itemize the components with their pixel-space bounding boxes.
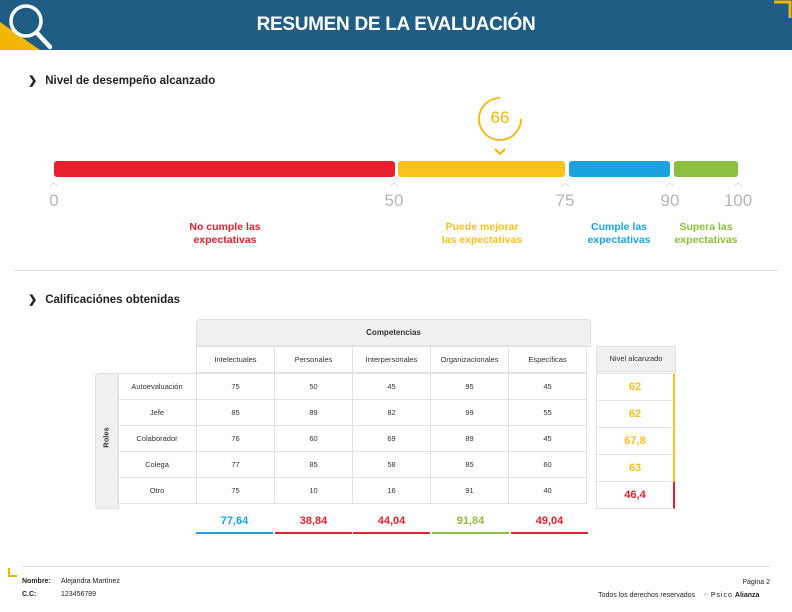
tick-caret-icon: ︿ bbox=[733, 178, 743, 189]
table-cell: 95 bbox=[430, 373, 509, 400]
magnifier-icon bbox=[0, 0, 60, 50]
average-interpersonales: 44,04 bbox=[353, 510, 430, 534]
ratings-table: Autoevaluación 75 50 45 95 45 Jefe 85 89… bbox=[117, 373, 587, 504]
table-cell: 82 bbox=[352, 399, 431, 426]
role-label: Otro bbox=[117, 477, 197, 504]
brand-prefix: Psico bbox=[710, 592, 733, 599]
tick-caret-icon: ︿ bbox=[389, 178, 399, 189]
brand-mark-icon: ⁘ bbox=[703, 592, 709, 599]
table-cell: 40 bbox=[508, 477, 587, 504]
roles-column bbox=[95, 373, 119, 509]
tick-label: 90 bbox=[660, 191, 680, 210]
average-organizacionales: 91,84 bbox=[432, 510, 509, 534]
tick-label: 75 bbox=[555, 191, 575, 210]
nivel-alcanzado-header: Nivel alcanzado bbox=[596, 346, 676, 372]
nivel-value: 67,8 bbox=[596, 427, 675, 455]
table-cell: 99 bbox=[430, 399, 509, 426]
column-header: Interpersonales bbox=[352, 345, 431, 373]
table-cell: 55 bbox=[508, 399, 587, 426]
table-cell: 77 bbox=[196, 451, 275, 478]
average-personales: 38,84 bbox=[275, 510, 352, 534]
range-bar-no-cumple bbox=[54, 161, 395, 177]
score-ring-icon bbox=[478, 96, 523, 141]
range-bar-puede-mejorar bbox=[398, 161, 565, 177]
score-pointer-icon bbox=[494, 148, 506, 156]
table-cell: 60 bbox=[508, 451, 587, 478]
page-number: Página 2 bbox=[742, 579, 770, 586]
footer-divider bbox=[22, 566, 770, 567]
table-cell: 58 bbox=[352, 451, 431, 478]
role-label: Colaborador bbox=[117, 425, 197, 452]
tick-caret-icon: ︿ bbox=[560, 178, 570, 189]
table-cell: 60 bbox=[274, 425, 353, 452]
performance-section-title: ❯ Nivel de desempeño alcanzado bbox=[28, 75, 216, 87]
section-divider bbox=[14, 270, 778, 271]
table-cell: 16 bbox=[352, 477, 431, 504]
chevron-right-icon: ❯ bbox=[28, 75, 38, 87]
table-row: Colega 77 85 58 85 60 bbox=[117, 451, 587, 478]
table-cell: 76 bbox=[196, 425, 275, 452]
name-label: Nombre: bbox=[22, 578, 51, 585]
nivel-value: 62 bbox=[596, 400, 675, 428]
role-label: Colega bbox=[117, 451, 197, 478]
tick-caret-icon: ︿ bbox=[49, 178, 59, 189]
column-header: Intelectuales bbox=[196, 345, 275, 373]
table-cell: 50 bbox=[274, 373, 353, 400]
table-row: Autoevaluación 75 50 45 95 45 bbox=[117, 373, 587, 400]
category-no-cumple: No cumple las expectativas bbox=[189, 221, 261, 246]
table-cell: 91 bbox=[430, 477, 509, 504]
column-header: Organizacionales bbox=[430, 345, 509, 373]
table-cell: 45 bbox=[508, 373, 587, 400]
table-cell: 75 bbox=[196, 373, 275, 400]
ratings-column-headers: Intelectuales Personales Interpersonales… bbox=[196, 345, 587, 373]
table-cell: 10 bbox=[274, 477, 353, 504]
average-especificas: 49,04 bbox=[511, 510, 588, 534]
table-cell: 85 bbox=[196, 399, 275, 426]
page-header bbox=[0, 0, 792, 50]
table-cell: 75 bbox=[196, 477, 275, 504]
range-bar-cumple bbox=[569, 161, 670, 177]
roles-label: Roles bbox=[101, 427, 111, 448]
tick-label: 0 bbox=[49, 191, 59, 210]
category-puede-mejorar: Puede mejorar las expectativas bbox=[441, 221, 523, 246]
table-cell: 69 bbox=[352, 425, 431, 452]
table-row: Colaborador 76 60 69 89 45 bbox=[117, 425, 587, 452]
tick-caret-icon: ︿ bbox=[665, 178, 675, 189]
tick-label: 100 bbox=[723, 191, 753, 210]
tick-label: 50 bbox=[384, 191, 404, 210]
chevron-right-icon: ❯ bbox=[28, 294, 38, 306]
nivel-value: 63 bbox=[596, 454, 675, 482]
role-label: Jefe bbox=[117, 399, 197, 426]
page-title: RESUMEN DE LA EVALUACIÓN bbox=[256, 14, 536, 35]
category-cumple: Cumple las expectativas bbox=[587, 221, 651, 246]
corner-decoration bbox=[774, 0, 792, 18]
range-bar-supera bbox=[674, 161, 738, 177]
footer-corner-decoration bbox=[8, 568, 17, 577]
column-header: Personales bbox=[274, 345, 353, 373]
competencias-header: Competencias bbox=[196, 319, 591, 347]
ratings-section-title: ❯ Calificaciónes obtenidas bbox=[28, 294, 181, 306]
table-cell: 45 bbox=[508, 425, 587, 452]
nivel-value: 46,4 bbox=[596, 481, 675, 509]
brand-logo: ⁘ Psico Alianza bbox=[703, 591, 771, 599]
table-cell: 89 bbox=[274, 399, 353, 426]
category-supera: Supera las expectativas bbox=[674, 221, 738, 246]
table-row: Jefe 85 89 82 99 55 bbox=[117, 399, 587, 426]
role-label: Autoevaluación bbox=[117, 373, 197, 400]
score-value: 66 bbox=[490, 108, 510, 127]
table-cell: 85 bbox=[430, 451, 509, 478]
table-cell: 85 bbox=[274, 451, 353, 478]
column-header: Específicas bbox=[508, 345, 587, 373]
rights-text: Todos los derechos reservados bbox=[598, 592, 695, 599]
table-cell: 89 bbox=[430, 425, 509, 452]
average-intelectuales: 77,64 bbox=[196, 510, 273, 534]
nivel-value: 62 bbox=[596, 373, 675, 401]
id-label: C.C: bbox=[22, 591, 37, 598]
id-value: 123456789 bbox=[61, 591, 97, 598]
table-row: Otro 75 10 16 91 40 bbox=[117, 477, 587, 504]
table-cell: 45 bbox=[352, 373, 431, 400]
name-value: Alejandra Martínez bbox=[61, 578, 120, 585]
brand-suffix: Alianza bbox=[734, 592, 760, 599]
